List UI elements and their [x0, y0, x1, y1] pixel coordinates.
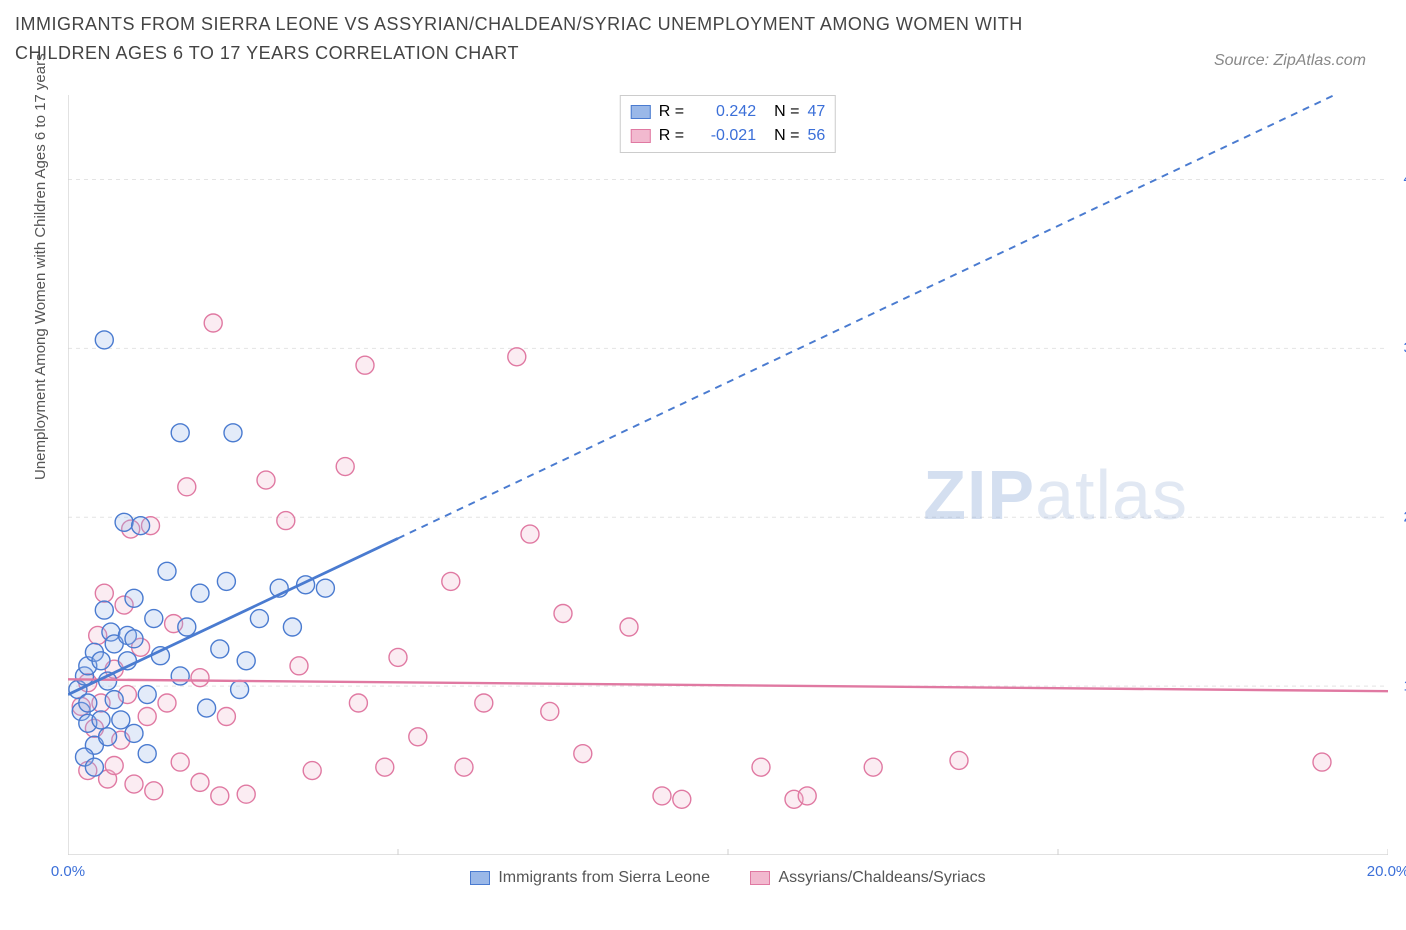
- r-label: R =: [659, 100, 684, 124]
- swatch-pink: [631, 129, 651, 143]
- chart-area: R = 0.242 N = 47 R = -0.021 N = 56 ZIPat…: [68, 95, 1388, 855]
- n-value-blue: 47: [807, 100, 825, 124]
- series-label-blue: Immigrants from Sierra Leone: [498, 869, 710, 887]
- chart-title: IMMIGRANTS FROM SIERRA LEONE VS ASSYRIAN…: [15, 10, 1095, 68]
- r-value-blue: 0.242: [692, 100, 756, 124]
- source-credit: Source: ZipAtlas.com: [1214, 52, 1366, 70]
- series-label-pink: Assyrians/Chaldeans/Syriacs: [778, 869, 985, 887]
- y-axis-label: Unemployment Among Women with Children A…: [32, 53, 49, 480]
- swatch-blue: [631, 105, 651, 119]
- swatch-pink: [750, 871, 770, 885]
- swatch-blue: [470, 871, 490, 885]
- r-value-pink: -0.021: [692, 124, 756, 148]
- scatter-plot: [68, 95, 1388, 855]
- n-label: N =: [774, 124, 799, 148]
- x-tick-label: 20.0%: [1367, 863, 1406, 880]
- x-tick-label: 0.0%: [51, 863, 85, 880]
- series-legend: Immigrants from Sierra Leone Assyrians/C…: [68, 869, 1388, 890]
- n-label: N =: [774, 100, 799, 124]
- n-value-pink: 56: [807, 124, 825, 148]
- r-label: R =: [659, 124, 684, 148]
- correlation-legend: R = 0.242 N = 47 R = -0.021 N = 56: [620, 95, 836, 153]
